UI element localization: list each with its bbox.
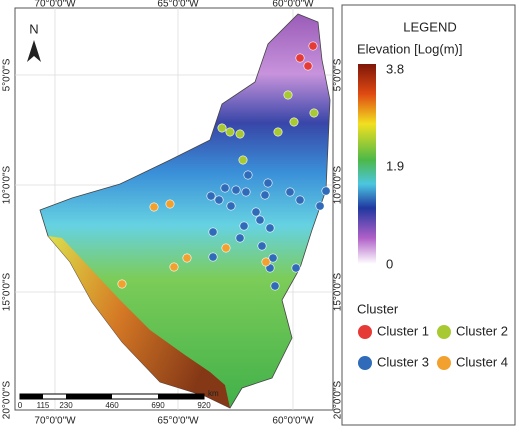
site-point	[214, 195, 224, 205]
site-point	[273, 127, 283, 137]
site-point	[165, 199, 175, 209]
site-point	[295, 53, 305, 63]
site-point	[206, 191, 216, 201]
lat-label: 20°0'0"S	[2, 380, 13, 419]
lat-label: 20°0'0"S	[333, 380, 344, 419]
site-point	[235, 129, 245, 139]
site-point	[169, 262, 179, 272]
site-point	[217, 123, 227, 133]
site-point	[117, 279, 127, 289]
lon-label: 70°0'0"W	[34, 0, 76, 10]
andes	[48, 236, 230, 408]
lat-label: 5°0'0"S	[2, 58, 13, 91]
lat-label: 15°0'0"S	[333, 272, 344, 311]
north-label: N	[29, 21, 38, 36]
site-point	[208, 252, 218, 262]
lat-label: 15°0'0"S	[2, 272, 13, 311]
colorbar-tick: 0	[386, 256, 393, 271]
site-point	[260, 190, 270, 200]
site-point	[321, 186, 331, 196]
site-point	[289, 117, 299, 127]
site-point	[238, 155, 248, 165]
scale-segment	[158, 394, 204, 399]
site-point	[268, 253, 278, 263]
legend-swatch	[358, 325, 372, 339]
legend-label: Cluster 4	[456, 354, 508, 369]
site-point	[226, 201, 236, 211]
site-point	[315, 201, 325, 211]
site-point	[182, 253, 192, 263]
scale-label: 920	[197, 401, 211, 410]
site-point	[239, 221, 249, 231]
site-point	[263, 178, 273, 188]
site-point	[235, 233, 245, 243]
site-point	[149, 202, 159, 212]
scale-label: 115	[37, 401, 50, 410]
site-point	[243, 170, 253, 180]
site-point	[309, 108, 319, 118]
legend-swatch	[437, 356, 451, 370]
site-point	[291, 263, 301, 273]
site-point	[225, 127, 235, 137]
lon-label: 65°0'0"W	[157, 416, 199, 427]
site-point	[220, 183, 230, 193]
scale-segment	[66, 394, 112, 399]
lon-label: 70°0'0"W	[34, 416, 76, 427]
colorbar-tick: 3.8	[386, 61, 404, 76]
colorbar	[358, 64, 376, 264]
scale-label: 690	[151, 401, 165, 410]
lon-label: 60°0'0"W	[272, 0, 314, 10]
lat-label: 5°0'0"S	[333, 58, 344, 91]
site-point	[285, 187, 295, 197]
site-point	[221, 243, 231, 253]
cluster-title: Cluster	[357, 301, 399, 316]
scale-label: 230	[59, 401, 73, 410]
elevation-title: Elevation [Log(m)]	[357, 41, 463, 56]
site-point	[265, 223, 275, 233]
lon-label: 60°0'0"W	[272, 416, 314, 427]
colorbar-tick: 1.9	[386, 158, 404, 173]
site-point	[283, 90, 293, 100]
lon-label: 65°0'0"W	[157, 0, 199, 10]
scale-segment	[20, 394, 43, 399]
site-point	[231, 185, 241, 195]
north-arrow: N	[27, 21, 41, 62]
site-point	[295, 195, 305, 205]
lat-label: 10°0'0"S	[333, 165, 344, 204]
site-point	[255, 215, 265, 225]
site-point	[257, 241, 267, 251]
legend-swatch	[358, 356, 372, 370]
legend-label: Cluster 1	[377, 323, 429, 338]
legend-label: Cluster 3	[377, 354, 429, 369]
legend-swatch	[437, 325, 451, 339]
site-point	[303, 61, 313, 71]
site-point	[261, 257, 271, 267]
scale-label: 460	[105, 401, 119, 410]
legend-label: Cluster 2	[456, 323, 508, 338]
scale-label: 0	[18, 401, 23, 410]
site-point	[270, 281, 280, 291]
site-point	[208, 227, 218, 237]
legend-title: LEGEND	[403, 19, 456, 34]
lat-label: 10°0'0"S	[2, 165, 13, 204]
site-point	[241, 187, 251, 197]
scale-unit: km	[208, 389, 219, 398]
site-point	[308, 41, 318, 51]
site-point	[251, 207, 261, 217]
